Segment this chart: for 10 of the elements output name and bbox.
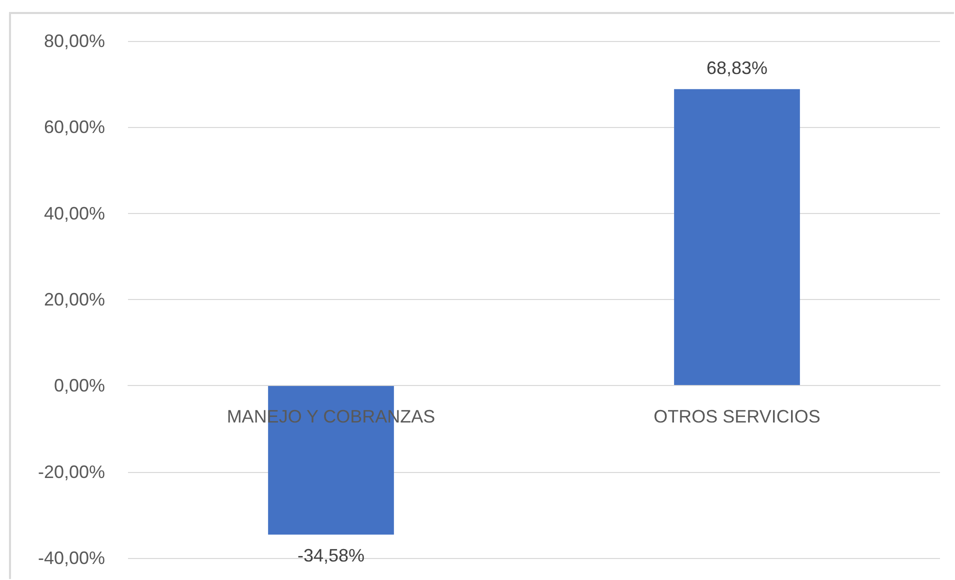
- y-tick-label: -40,00%: [38, 548, 105, 568]
- data-label: -34,58%: [297, 546, 365, 566]
- y-tick-label: 20,00%: [44, 290, 105, 310]
- y-tick-label: -20,00%: [38, 462, 105, 482]
- y-tick-label: 80,00%: [44, 31, 105, 51]
- x-tick-label: OTROS SERVICIOS: [654, 406, 820, 427]
- data-label: 68,83%: [706, 58, 768, 78]
- y-tick-label: 40,00%: [44, 203, 105, 224]
- y-tick-label: 60,00%: [44, 117, 105, 138]
- y-tick-label: 0,00%: [54, 376, 105, 396]
